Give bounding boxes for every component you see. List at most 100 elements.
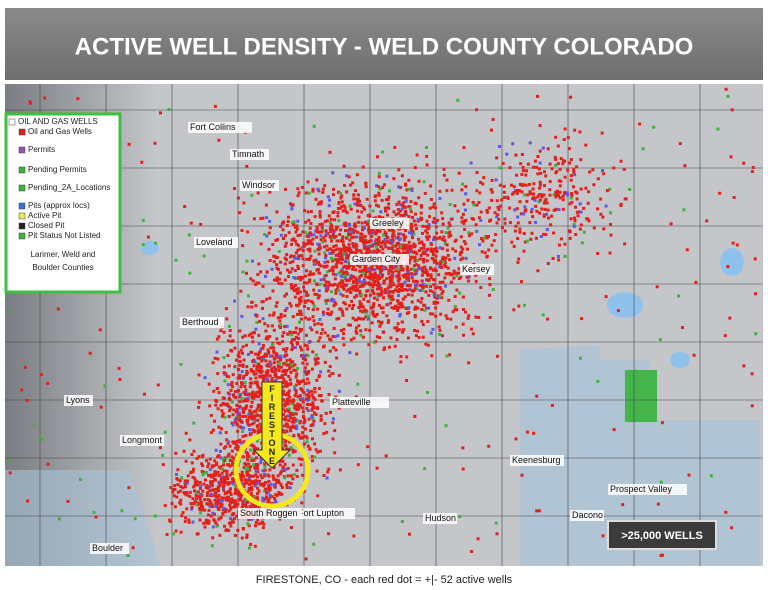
well-dot <box>252 417 256 421</box>
well-dot <box>609 222 612 226</box>
well-dot <box>326 470 330 474</box>
well-dot <box>356 200 360 204</box>
well-dot <box>293 385 297 388</box>
well-dot <box>236 502 240 506</box>
well-dot <box>425 270 429 274</box>
well-dot <box>444 284 447 288</box>
well-dot <box>256 518 260 522</box>
well-dot <box>532 431 536 435</box>
well-dot <box>272 361 276 365</box>
well-dot <box>305 362 309 366</box>
well-dot <box>315 407 319 410</box>
well-dot <box>351 316 355 320</box>
well-dot <box>348 227 352 231</box>
well-dot <box>379 210 383 214</box>
well-dot <box>735 243 739 247</box>
well-dot <box>490 178 494 182</box>
well-dots <box>8 87 758 561</box>
well-dot <box>281 430 285 434</box>
well-dot <box>298 299 302 303</box>
well-dot <box>303 209 307 213</box>
well-dot <box>241 434 245 438</box>
well-dot <box>395 326 399 330</box>
well-dot <box>275 337 279 341</box>
well-dot <box>320 230 324 234</box>
well-dot <box>420 273 424 277</box>
well-dot <box>240 229 244 232</box>
well-dot <box>283 262 287 266</box>
well-dot <box>183 492 187 496</box>
well-dot <box>536 94 539 98</box>
well-dot <box>247 524 251 528</box>
well-dot <box>512 308 516 312</box>
well-dot <box>378 215 382 219</box>
well-dot <box>206 513 210 517</box>
well-dot <box>294 284 297 287</box>
well-dot <box>411 236 414 240</box>
well-dot <box>379 321 383 325</box>
well-dot <box>284 438 288 442</box>
well-dot <box>433 267 437 271</box>
well-dot <box>195 502 198 506</box>
well-dot <box>356 197 360 201</box>
well-dot <box>323 422 327 426</box>
well-dot <box>413 166 417 170</box>
well-dot <box>362 271 366 275</box>
well-dot <box>245 343 248 347</box>
well-dot <box>277 354 281 358</box>
well-dot <box>282 220 286 224</box>
well-dot <box>306 347 310 351</box>
well-dot <box>458 271 462 275</box>
well-dot <box>241 504 245 507</box>
well-dot <box>263 462 267 466</box>
well-dot <box>247 423 251 427</box>
well-dot <box>325 476 329 480</box>
well-dot <box>257 342 261 346</box>
well-dot <box>268 362 272 366</box>
well-dot <box>268 259 272 262</box>
well-dot <box>556 162 560 166</box>
well-dot <box>331 421 335 425</box>
well-dot <box>751 166 755 169</box>
well-dot <box>472 217 475 221</box>
well-dot <box>26 499 30 503</box>
well-dot <box>252 463 256 467</box>
well-dot <box>334 302 338 306</box>
well-dot <box>354 276 358 280</box>
well-dot <box>425 278 429 282</box>
well-dot <box>429 276 433 280</box>
well-dot <box>336 334 340 338</box>
well-dot <box>268 226 272 230</box>
well-dot <box>742 161 746 165</box>
well-dot <box>343 183 346 187</box>
well-dot <box>458 253 462 257</box>
well-dot <box>287 419 291 423</box>
well-dot <box>526 193 530 197</box>
well-dot <box>292 398 296 402</box>
well-dot <box>198 498 202 501</box>
well-dot <box>271 243 275 246</box>
well-dot <box>569 178 573 182</box>
well-dot <box>321 328 325 332</box>
well-dot <box>352 193 356 197</box>
well-dot <box>173 488 177 491</box>
well-dot <box>605 189 609 193</box>
well-dot <box>349 274 353 278</box>
well-dot <box>327 393 331 396</box>
well-dot <box>323 220 327 223</box>
well-dot <box>401 243 405 247</box>
well-dot <box>342 274 346 278</box>
well-dot <box>235 490 239 494</box>
well-dot <box>368 328 372 332</box>
well-dot <box>379 265 383 269</box>
well-dot <box>103 384 107 388</box>
well-dot <box>233 389 237 393</box>
well-dot <box>392 177 396 181</box>
well-dot <box>303 343 307 347</box>
well-dot <box>207 502 211 506</box>
well-dot <box>306 248 310 251</box>
well-dot <box>402 201 406 205</box>
well-dot <box>402 233 406 237</box>
well-dot <box>276 365 280 369</box>
